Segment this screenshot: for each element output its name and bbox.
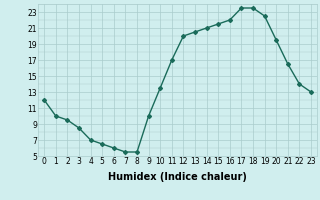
- X-axis label: Humidex (Indice chaleur): Humidex (Indice chaleur): [108, 172, 247, 182]
